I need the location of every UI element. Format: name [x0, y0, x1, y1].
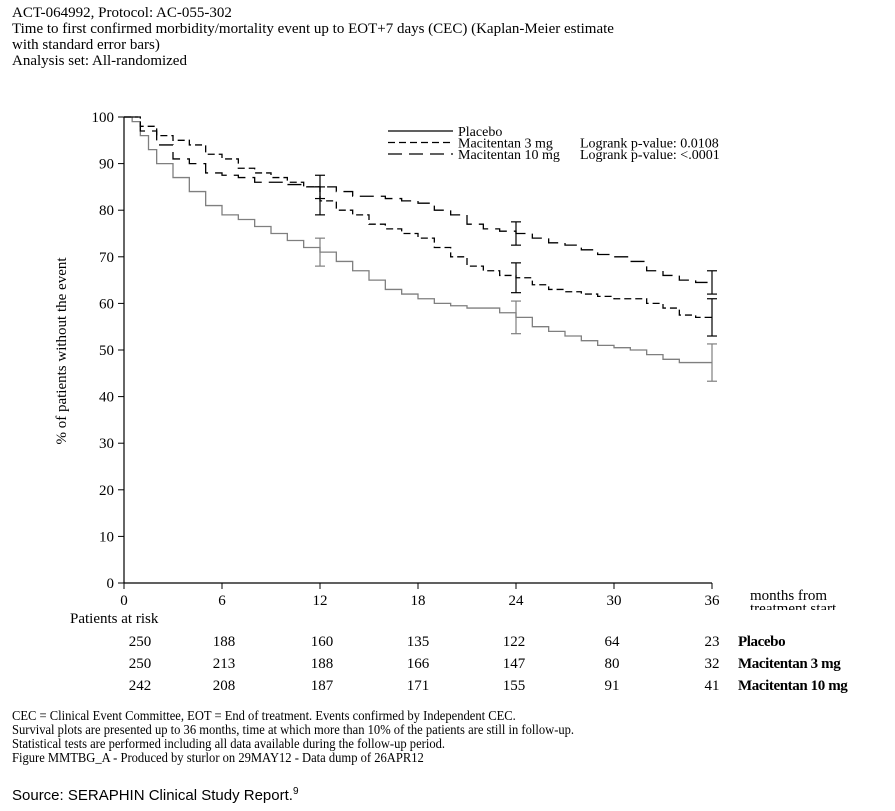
x-tick-label: 0: [120, 593, 128, 609]
risk-count: 160: [310, 634, 334, 650]
x-tick-label: 24: [509, 593, 525, 609]
risk-count: 32: [704, 656, 720, 672]
risk-row-label: Macitentan 10 mg: [738, 678, 848, 694]
risk-row-label: Macitentan 3 mg: [738, 656, 841, 672]
chart-axes: 0 10 20 30 40 50 60 70 80 90 100 0 6 12 18 24 30 36: [92, 110, 721, 609]
risk-count: 250: [128, 634, 152, 650]
risk-row-label: Placebo: [738, 634, 786, 650]
footnote-line-1: CEC = Clinical Event Committee, EOT = En…: [12, 708, 516, 723]
header-line-3: with standard error bars): [12, 37, 160, 53]
risk-count: 208: [212, 678, 236, 694]
risk-count: 80: [604, 656, 620, 672]
legend-pvalue-1: Logrank p-value: 0.0108: [580, 137, 719, 152]
risk-count: 250: [128, 656, 152, 672]
risk-count: 213: [212, 656, 236, 672]
risk-count: 41: [704, 678, 720, 694]
x-tick-label: 36: [705, 593, 721, 609]
risk-count: 23: [704, 634, 720, 650]
x-tick-label: 18: [411, 593, 426, 609]
y-tick-label: 100: [92, 110, 115, 126]
header-line-2: Time to first confirmed morbidity/mortal…: [12, 21, 614, 37]
legend-pvalue-2: Logrank p-value: <.0001: [580, 148, 720, 163]
y-tick-label: 90: [99, 157, 114, 173]
series-line-0: [124, 116, 712, 364]
y-tick-label: 40: [99, 390, 114, 406]
risk-count: 147: [502, 656, 526, 672]
y-tick-label: 50: [99, 343, 114, 359]
footnote-line-2: Survival plots are presented up to 36 mo…: [12, 722, 575, 737]
y-tick-label: 30: [99, 436, 114, 452]
risk-table-row: 242 208 187 171 155 91 41 Macitentan 10 mg: [0, 678, 895, 698]
footnote-line-4: Figure MMTBG_A - Produced by sturlor on …: [12, 750, 424, 765]
legend-label-2: Macitentan 10 mg: [458, 148, 560, 163]
risk-count: 242: [128, 678, 152, 694]
y-tick-label: 0: [107, 576, 115, 592]
series-layer: [124, 116, 717, 382]
legend-label-0: Placebo: [458, 125, 502, 140]
risk-count: 171: [406, 678, 430, 694]
risk-table-row: 250 213 188 166 147 80 32 Macitentan 3 mg: [0, 656, 895, 676]
risk-count: 188: [310, 656, 334, 672]
header-line-4: Analysis set: All-randomized: [12, 53, 187, 69]
x-tick-label: 30: [607, 593, 622, 609]
source-text: Source: SERAPHIN Clinical Study Report.: [12, 787, 293, 804]
risk-count: 64: [604, 634, 620, 650]
x-tick-label: 12: [313, 593, 328, 609]
legend-label-1: Macitentan 3 mg: [458, 137, 553, 152]
risk-count: 91: [604, 678, 620, 694]
risk-count: 122: [502, 634, 526, 650]
risk-count: 135: [406, 634, 430, 650]
risk-count: 155: [502, 678, 526, 694]
y-axis-label: % of patients without the event: [54, 257, 70, 445]
source-reference: 9: [292, 786, 299, 797]
source-note: Source: SERAPHIN Clinical Study Report.9: [12, 786, 299, 804]
risk-count: 187: [310, 678, 334, 694]
y-tick-label: 70: [99, 250, 114, 266]
risk-count: 188: [212, 634, 236, 650]
y-tick-label: 80: [99, 203, 114, 219]
risk-table-header: Patients at risk: [70, 611, 159, 627]
y-tick-label: 10: [99, 529, 114, 545]
footnote-line-3: Statistical tests are performed includin…: [12, 736, 446, 751]
x-tick-label: 6: [218, 593, 226, 609]
x-axis-label-line-2: treatment start: [750, 601, 837, 610]
y-tick-label: 20: [99, 483, 114, 499]
series-line-1: [124, 116, 712, 319]
x-axis-label-line-1: months from: [750, 588, 827, 604]
series-line-2: [124, 116, 712, 284]
y-tick-label: 60: [99, 296, 114, 312]
risk-table-row: 250 188 160 135 122 64 23 Placebo: [0, 634, 895, 654]
kaplan-meier-chart: 0 10 20 30 40 50 60 70 80 90 100 0 6 12 18 24 30 36 Place…: [54, 110, 837, 610]
header-line-1: ACT-064992, Protocol: AC-055-302: [12, 5, 232, 21]
risk-count: 166: [406, 656, 430, 672]
